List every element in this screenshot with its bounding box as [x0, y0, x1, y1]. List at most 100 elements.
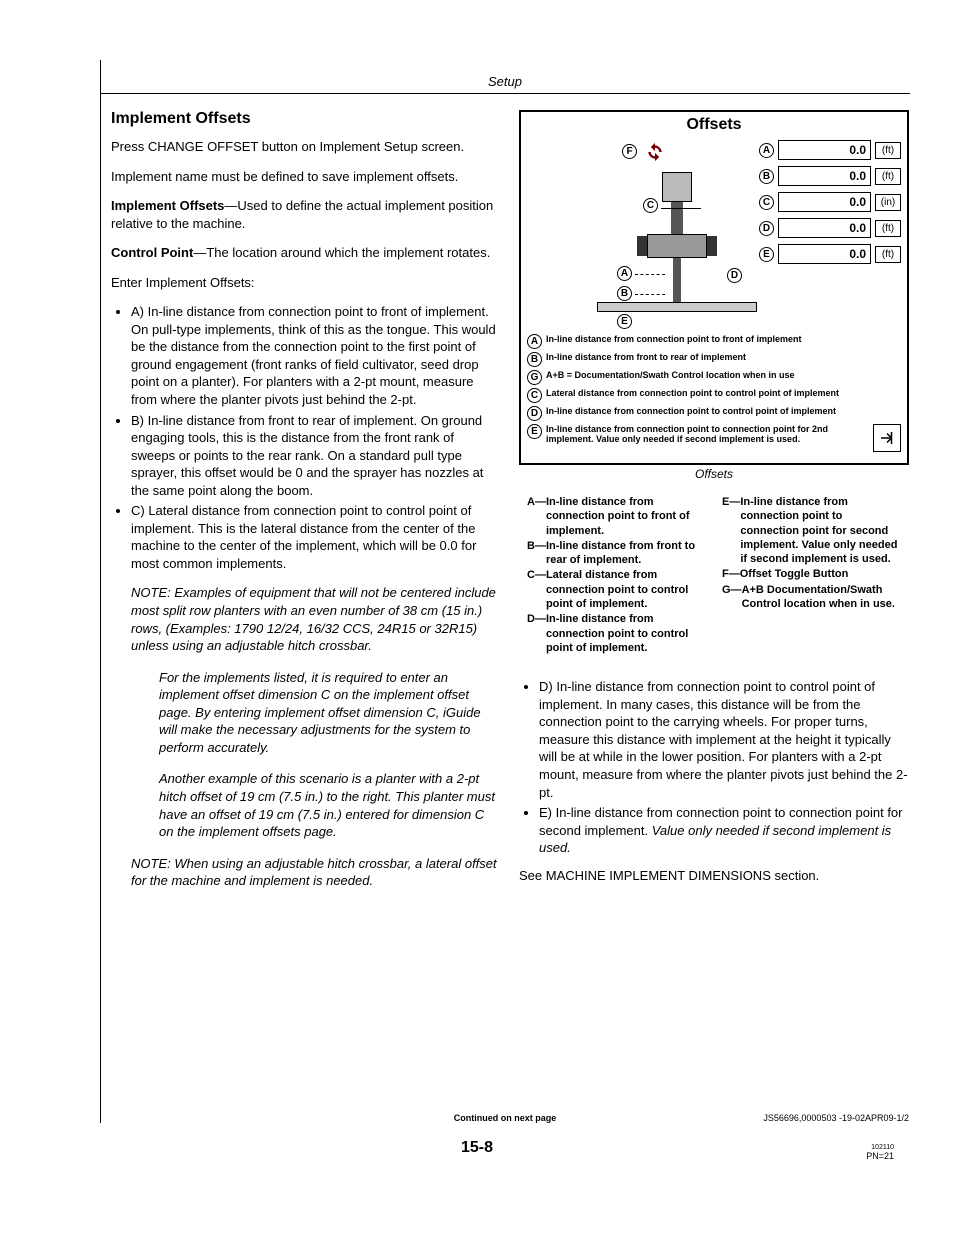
list-item: E) In-line distance from connection poin… [539, 804, 909, 857]
legend-text: A+B Documentation/Swath Control location… [742, 583, 901, 612]
readout-value: 0.0 [778, 192, 871, 212]
legend-text: In-line distance from connection point t… [546, 406, 901, 416]
note-block: For the implements listed, it is require… [111, 669, 501, 841]
readouts: A 0.0 (ft) B 0.0 (ft) C 0.0 (in) [759, 138, 901, 328]
readout-label: A [759, 143, 774, 158]
paragraph: Implement Offsets—Used to define the act… [111, 197, 501, 232]
note: For the implements listed, it is require… [159, 669, 501, 757]
legend-text: Lateral distance from connection point t… [546, 568, 706, 611]
legend-columns: A—In-line distance from connection point… [519, 495, 909, 656]
pn-small: 102110 [866, 1144, 894, 1151]
figure-legend-row: C Lateral distance from connection point … [527, 388, 901, 403]
readout-unit: (ft) [875, 142, 901, 159]
legend-marker: G [527, 370, 542, 385]
figure-legend-row: DIn-line distance from connection point … [527, 406, 901, 421]
note: NOTE: When using an adjustable hitch cro… [131, 855, 501, 890]
legend-key: F— [722, 567, 740, 581]
note-block: NOTE: Examples of equipment that will no… [111, 584, 501, 654]
readout-value: 0.0 [778, 218, 871, 238]
paragraph: See MACHINE IMPLEMENT DIMENSIONS section… [519, 867, 909, 885]
list-item: C) Lateral distance from connection poin… [131, 502, 501, 572]
readout-label: B [759, 169, 774, 184]
figure-legend-row: A In-line distance from connection point … [527, 334, 901, 349]
legend-text: In-line distance from connection point t… [740, 495, 901, 566]
legend-key: G— [722, 583, 742, 612]
readout-row: A 0.0 (ft) [759, 140, 901, 160]
page-frame: Setup Implement Offsets Press CHANGE OFF… [100, 60, 909, 1123]
bullet-list: A) In-line distance from connection poin… [111, 303, 501, 572]
list-item: A) In-line distance from connection poin… [131, 303, 501, 408]
toggle-marker: F [622, 144, 637, 159]
left-column: Implement Offsets Press CHANGE OFFSET bu… [111, 110, 501, 1113]
legend-text: In-line distance from connection point t… [546, 495, 706, 538]
legend-item: B—In-line distance from front to rear of… [527, 539, 706, 568]
legend-item: C—Lateral distance from connection point… [527, 568, 706, 611]
legend-item: F—Offset Toggle Button [722, 567, 901, 581]
right-column: PC11838 —UN—20MAR09 Offsets F [519, 110, 909, 1113]
readout-unit: (ft) [875, 246, 901, 263]
legend-item: G—A+B Documentation/Swath Control locati… [722, 583, 901, 612]
page-pn: 102110 PN=21 [866, 1144, 894, 1161]
content-columns: Implement Offsets Press CHANGE OFFSET bu… [111, 110, 909, 1113]
readout-value: 0.0 [778, 244, 871, 264]
paragraph: Press CHANGE OFFSET button on Implement … [111, 138, 501, 156]
readout-value: 0.0 [778, 166, 871, 186]
readout-row: D 0.0 (ft) [759, 218, 901, 238]
note: NOTE: Examples of equipment that will no… [131, 584, 501, 654]
note-block: NOTE: When using an adjustable hitch cro… [111, 855, 501, 890]
readout-unit: (ft) [875, 220, 901, 237]
paragraph: Enter Implement Offsets: [111, 274, 501, 292]
footer-reference: JS56696,0000503 -19-02APR09-1/2 [763, 1113, 909, 1123]
legend-col-left: A—In-line distance from connection point… [527, 495, 706, 656]
legend-key: E— [722, 495, 740, 566]
list-item: B) In-line distance from front to rear o… [131, 412, 501, 500]
next-arrow-button[interactable] [873, 424, 901, 452]
figure-caption: Offsets [519, 467, 909, 481]
readout-row: C 0.0 (in) [759, 192, 901, 212]
paragraph: Implement name must be defined to save i… [111, 168, 501, 186]
figure-title: Offsets [527, 116, 901, 134]
implement-diagram: F A B C [527, 138, 751, 328]
offsets-figure: Offsets F [519, 110, 909, 465]
footer: Continued on next page JS56696,0000503 -… [101, 1113, 909, 1123]
note: Another example of this scenario is a pl… [159, 770, 501, 840]
readout-label: E [759, 247, 774, 262]
legend-marker: B [527, 352, 542, 367]
legend-text: In-line distance from connection point t… [546, 334, 901, 344]
legend-item: E—In-line distance from connection point… [722, 495, 901, 566]
legend-item: A—In-line distance from connection point… [527, 495, 706, 538]
legend-marker: E [527, 424, 542, 439]
legend-marker: C [527, 388, 542, 403]
legend-text: In-line distance from connection point t… [546, 612, 706, 655]
list-item: D) In-line distance from connection poin… [539, 678, 909, 801]
paragraph: Control Point—The location around which … [111, 244, 501, 262]
refresh-icon [645, 142, 665, 162]
pn-label: PN=21 [866, 1151, 894, 1161]
term: Implement Offsets [111, 198, 224, 213]
figure-legend-row: B In-line distance from front to rear of … [527, 352, 901, 367]
readout-value: 0.0 [778, 140, 871, 160]
legend-text: In-line distance from front to rear of i… [546, 539, 706, 568]
definition: —The location around which the implement… [193, 245, 490, 260]
section-header: Setup [488, 74, 522, 89]
figure-upper: F A B C [527, 138, 901, 328]
legend-text: Offset Toggle Button [740, 567, 901, 581]
legend-key: D— [527, 612, 546, 655]
readout-label: D [759, 221, 774, 236]
legend-text: Lateral distance from connection point t… [546, 388, 901, 398]
page-number: 15-8 [461, 1139, 493, 1157]
readout-unit: (ft) [875, 168, 901, 185]
readout-row: E 0.0 (ft) [759, 244, 901, 264]
readout-unit: (in) [875, 194, 901, 211]
legend-key: A— [527, 495, 546, 538]
legend-item: D—In-line distance from connection point… [527, 612, 706, 655]
readout-row: B 0.0 (ft) [759, 166, 901, 186]
legend-text: A+B = Documentation/Swath Control locati… [546, 370, 901, 380]
legend-key: C— [527, 568, 546, 611]
legend-marker: A [527, 334, 542, 349]
section-title: Implement Offsets [111, 110, 501, 128]
legend-col-right: E—In-line distance from connection point… [722, 495, 901, 656]
legend-text: In-line distance from front to rear of i… [546, 352, 901, 362]
legend-key: B— [527, 539, 546, 568]
bullet-list: D) In-line distance from connection poin… [519, 678, 909, 856]
